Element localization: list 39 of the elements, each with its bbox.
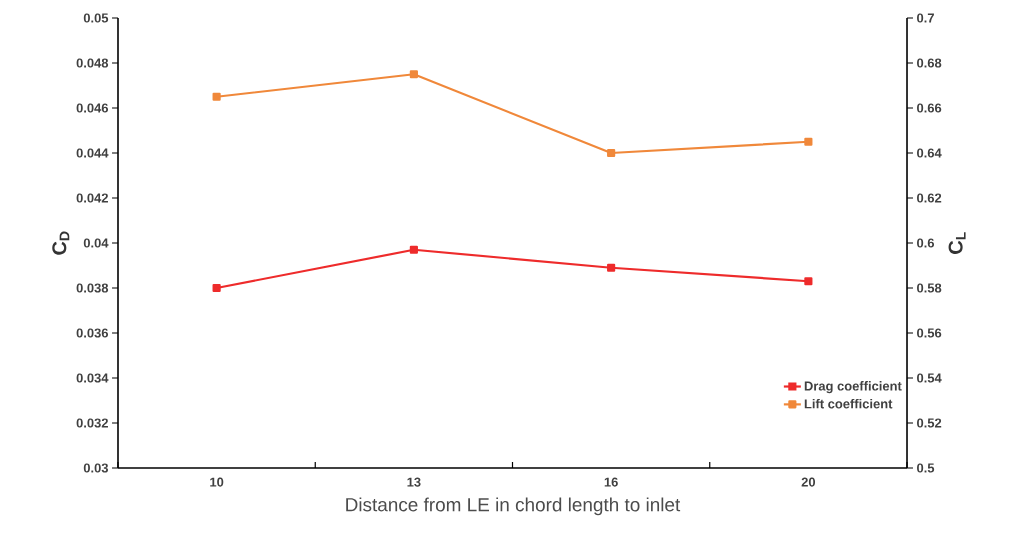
y2-tick-label: 0.62 [917,193,942,203]
point [212,92,221,101]
y-tick-label: 0.034 [76,373,109,383]
y2-tick-label: 0.7 [917,13,934,23]
legend-label: Lift coefficient [804,398,893,409]
y2-tick-label: 0.56 [917,328,942,338]
y-tick-label: 0.048 [76,58,109,68]
y-tick-label: 0.04 [83,238,109,248]
y2-tick-label: 0.54 [917,373,942,383]
y-tick-label: 0.038 [76,283,109,293]
y2-tick-label: 0.66 [917,103,942,113]
point [212,283,221,293]
x-axis-title: Distance from LE in chord length to inlet [346,497,681,516]
y-tick-label: 0.046 [76,103,109,113]
y-tick-label: 0.032 [76,418,108,428]
point [607,148,616,158]
y-tick-label: 0.05 [83,13,109,23]
point [804,277,813,286]
point [409,70,418,79]
x-tick-label: 10 [210,477,224,487]
y2-axis-title: C$_{L}$ [948,232,966,254]
y2-tick-label: 0.68 [917,58,942,68]
y-axis-title: C$_{D}$ [52,231,70,255]
point [409,245,418,254]
y-tick-label: 0.03 [83,463,109,473]
y-tick-label: 0.036 [76,328,109,338]
x-tick-label: 13 [407,477,421,487]
y2-tick-label: 0.6 [917,238,935,248]
x-tick-label: 20 [801,477,816,487]
y2-tick-label: 0.64 [917,148,942,158]
x-tick-label: 16 [604,477,618,487]
y-tick-label: 0.042 [76,193,108,203]
y2-tick-label: 0.5 [917,463,935,473]
y2-tick-label: 0.52 [917,418,942,428]
legend-label: Drag coefficient [804,381,902,394]
y-tick-label: 0.044 [76,148,109,158]
y2-tick-label: 0.58 [917,283,942,293]
point [607,263,616,272]
point [804,137,813,146]
